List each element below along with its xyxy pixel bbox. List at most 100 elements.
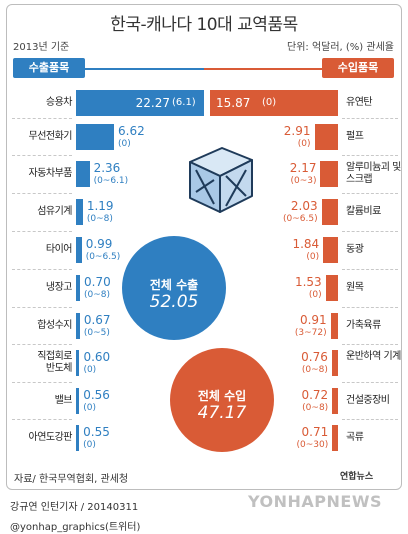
export-header: 수출품목 xyxy=(13,58,85,78)
import-value-label: 0.72 xyxy=(301,388,329,402)
import-value-label: 0.76 xyxy=(301,350,328,364)
import-item-label: 펄프 xyxy=(346,131,364,142)
export-tariff-label: (0~8) xyxy=(86,214,113,224)
row-separator xyxy=(12,193,72,194)
export-bar xyxy=(76,161,90,187)
export-value-label: 0.99 xyxy=(85,237,113,251)
total-import-value: 47.17 xyxy=(197,403,247,423)
row-separator xyxy=(12,118,72,119)
import-item-label: 곡류 xyxy=(346,432,364,443)
source-note: 자료/ 한국무역협회, 관세청 xyxy=(14,474,129,485)
total-export-value: 52.05 xyxy=(149,292,199,312)
export-tariff-label: (0) xyxy=(83,365,97,375)
export-bar xyxy=(76,350,80,376)
row-separator xyxy=(12,344,72,345)
chart-title: 한국-캐나다 10대 교역품목 xyxy=(110,15,298,35)
export-value-label: 6.62 xyxy=(118,124,145,138)
row-separator xyxy=(342,307,398,308)
import-divider xyxy=(204,68,324,70)
import-tariff-label: (0) xyxy=(308,290,322,300)
export-value-label: 22.27 xyxy=(135,96,170,110)
import-tariff-label: (0~8) xyxy=(302,403,329,413)
export-item-label: 직접회로 반도체 xyxy=(37,351,72,374)
total-export-circle xyxy=(122,236,226,340)
crate-icon xyxy=(189,147,253,213)
row-separator xyxy=(342,419,398,420)
import-item-label: 유연탄 xyxy=(346,97,373,108)
export-item-label: 타이어 xyxy=(45,244,73,255)
export-divider xyxy=(85,68,205,70)
export-bar xyxy=(76,425,80,451)
credit-line: 강규연 인턴기자 / 20140311 xyxy=(10,502,139,513)
export-bar xyxy=(76,275,81,301)
export-item-label: 합성수지 xyxy=(37,320,72,331)
import-value-label: 2.17 xyxy=(289,161,317,175)
import-tariff-label: (0~30) xyxy=(296,440,329,450)
row-separator xyxy=(342,269,398,270)
export-tariff-label: (0) xyxy=(118,139,131,149)
import-value-label: 15.87 xyxy=(216,96,251,110)
export-item-label: 자동차부품 xyxy=(28,168,73,179)
export-value-label: 0.67 xyxy=(83,313,111,327)
total-export-label: 전체 수출 xyxy=(149,278,199,292)
import-item-label: 원목 xyxy=(346,282,364,293)
import-tariff-label: (0) xyxy=(306,252,320,262)
export-value-label: 2.36 xyxy=(93,161,121,175)
import-bar xyxy=(320,161,338,187)
import-value-label: 2.91 xyxy=(283,124,311,138)
total-import-circle xyxy=(170,348,274,452)
import-bar xyxy=(332,388,338,414)
import-bar xyxy=(210,90,338,116)
import-value-label: 2.03 xyxy=(290,199,318,213)
import-value-label: 0.91 xyxy=(299,313,327,327)
row-separator xyxy=(342,382,398,383)
yonhap-logo: 연합뉴스 xyxy=(340,472,374,482)
row-separator xyxy=(12,382,72,383)
export-bar xyxy=(76,388,80,414)
export-value-label: 0.70 xyxy=(84,275,111,289)
export-item-label: 승용차 xyxy=(45,97,73,108)
export-tariff-label: (0) xyxy=(83,440,96,450)
export-bar xyxy=(76,124,115,150)
export-item-label: 아연도강판 xyxy=(28,432,73,443)
import-item-label: 알루미늄괴 및 스크랩 xyxy=(346,162,401,185)
import-value-label: 1.53 xyxy=(294,275,322,289)
import-bar xyxy=(325,275,338,301)
import-tariff-label: (0) xyxy=(297,139,311,149)
import-bar xyxy=(314,124,338,150)
import-bar xyxy=(321,199,338,225)
import-bar xyxy=(323,237,338,263)
export-tariff-label: (0~5) xyxy=(83,328,110,338)
row-separator xyxy=(342,344,398,345)
export-value-label: 0.60 xyxy=(83,350,111,364)
import-value-label: 0.71 xyxy=(301,425,329,439)
import-tariff-label: (3~72) xyxy=(294,328,327,338)
import-value-label: 1.84 xyxy=(292,237,320,251)
export-item-label: 밸브 xyxy=(54,395,73,406)
export-tariff-label: (0~6.1) xyxy=(93,176,129,186)
import-item-label: 운반하역 기계 xyxy=(346,351,401,362)
row-separator xyxy=(342,155,398,156)
export-value-label: 0.55 xyxy=(83,425,110,439)
row-separator xyxy=(12,307,72,308)
export-tariff-label: (0~8) xyxy=(84,290,111,300)
import-item-label: 칼륨비료 xyxy=(346,206,381,217)
export-item-label: 냉장고 xyxy=(45,282,73,293)
export-bar xyxy=(76,199,83,225)
import-tariff-label: (0) xyxy=(262,97,277,108)
export-value-label: 1.19 xyxy=(86,199,114,213)
import-item-label: 동광 xyxy=(346,244,364,255)
export-item-label: 섬유기계 xyxy=(37,206,72,217)
export-bar xyxy=(76,90,204,116)
row-separator xyxy=(342,231,398,232)
row-separator xyxy=(12,269,72,270)
import-bar xyxy=(332,425,338,451)
row-separator xyxy=(12,231,72,232)
import-header: 수입품목 xyxy=(322,58,394,78)
import-bar xyxy=(330,313,338,339)
year-note: 2013년 기준 xyxy=(13,42,70,53)
row-separator xyxy=(342,118,398,119)
import-item-label: 건설중장비 xyxy=(346,395,390,406)
total-import-label: 전체 수입 xyxy=(197,389,247,403)
twitter-credit: @yonhap_graphics(트위터) xyxy=(10,522,141,533)
